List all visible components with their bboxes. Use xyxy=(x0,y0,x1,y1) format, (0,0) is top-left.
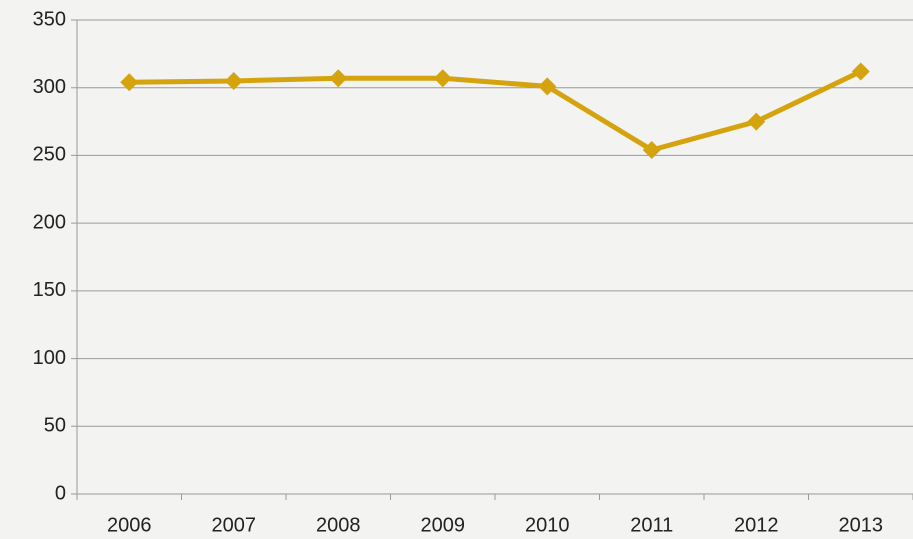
marker xyxy=(538,77,557,96)
x-tick-label: 2007 xyxy=(212,514,257,536)
x-tick-label: 2008 xyxy=(316,514,361,536)
x-tick-label: 2006 xyxy=(107,514,152,536)
x-tick-label: 2012 xyxy=(734,514,779,536)
y-tick-label: 200 xyxy=(33,211,66,233)
line xyxy=(129,69,862,153)
y-tick-label: 300 xyxy=(33,76,66,98)
marker xyxy=(642,141,661,160)
marker xyxy=(747,112,766,131)
y-tick-label: 100 xyxy=(33,347,66,369)
y-tick-label: 0 xyxy=(55,482,66,504)
marker xyxy=(433,69,452,88)
marker xyxy=(120,73,139,92)
x-tick-label: 2011 xyxy=(630,514,673,536)
marker xyxy=(224,71,243,90)
y-tick-label: 250 xyxy=(33,144,66,166)
y-tick-label: 150 xyxy=(33,279,66,301)
marker xyxy=(329,69,348,88)
x-tick-label: 2013 xyxy=(839,514,884,536)
marker xyxy=(851,62,870,81)
y-tick-label: 50 xyxy=(44,415,66,437)
y-tick-label: 350 xyxy=(33,8,66,30)
x-tick-label: 2010 xyxy=(525,514,570,536)
x-tick-label: 2009 xyxy=(421,514,466,536)
